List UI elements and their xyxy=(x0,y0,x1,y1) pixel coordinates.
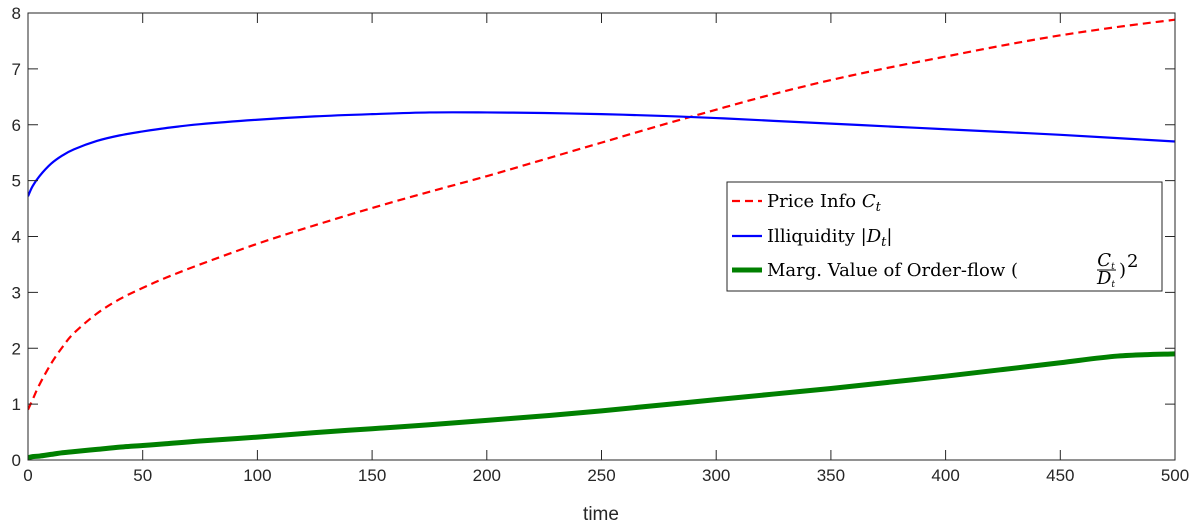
x-tick-label: 150 xyxy=(358,466,386,485)
svg-text:): ) xyxy=(1119,260,1126,281)
x-axis: 0 50 100 150 200 250 300 350 400 450 500 xyxy=(23,13,1189,485)
svg-text:Ct: Ct xyxy=(1097,250,1115,272)
series-layer xyxy=(28,18,1175,460)
x-tick-label: 500 xyxy=(1161,466,1189,485)
svg-text:Dt: Dt xyxy=(1096,268,1115,290)
x-tick-label: 350 xyxy=(817,466,845,485)
x-tick-label: 200 xyxy=(473,466,501,485)
y-tick-label: 4 xyxy=(12,228,21,247)
y-tick-label: 7 xyxy=(12,60,21,79)
series-line-price-info xyxy=(28,18,1175,411)
legend-label-price-info: Price Info Ct xyxy=(767,191,882,215)
y-tick-label: 8 xyxy=(12,4,21,23)
y-tick-label: 1 xyxy=(12,395,21,414)
y-axis: 0 1 2 3 4 5 6 7 8 xyxy=(12,4,1175,470)
svg-text:2: 2 xyxy=(1127,251,1138,272)
legend: Price Info Ct Illiquidity |Dt| Marg. Val… xyxy=(726,181,1163,292)
legend-box xyxy=(726,181,1163,292)
y-tick-label: 2 xyxy=(12,339,21,358)
y-tick-label: 0 xyxy=(12,451,21,470)
x-tick-label: 0 xyxy=(23,466,32,485)
svg-text:Marg. Value of Order-flow (: Marg. Value of Order-flow ( xyxy=(767,260,1018,281)
y-tick-label: 3 xyxy=(12,283,21,302)
x-tick-label: 250 xyxy=(587,466,615,485)
series-line-marginal-value xyxy=(28,351,1175,460)
x-tick-label: 400 xyxy=(931,466,959,485)
legend-label-illiquidity: Illiquidity |Dt| xyxy=(767,226,892,250)
y-tick-label: 5 xyxy=(12,172,21,191)
legend-label-marginal-value: Marg. Value of Order-flow ( Ct Dt ) 2 xyxy=(767,250,1138,290)
series-line-illiquidity xyxy=(28,111,1175,197)
x-tick-label: 450 xyxy=(1046,466,1074,485)
x-tick-label: 100 xyxy=(243,466,271,485)
y-tick-label: 6 xyxy=(12,116,21,135)
x-tick-label: 50 xyxy=(133,466,152,485)
x-tick-label: 300 xyxy=(702,466,730,485)
x-axis-title: time xyxy=(583,504,619,525)
